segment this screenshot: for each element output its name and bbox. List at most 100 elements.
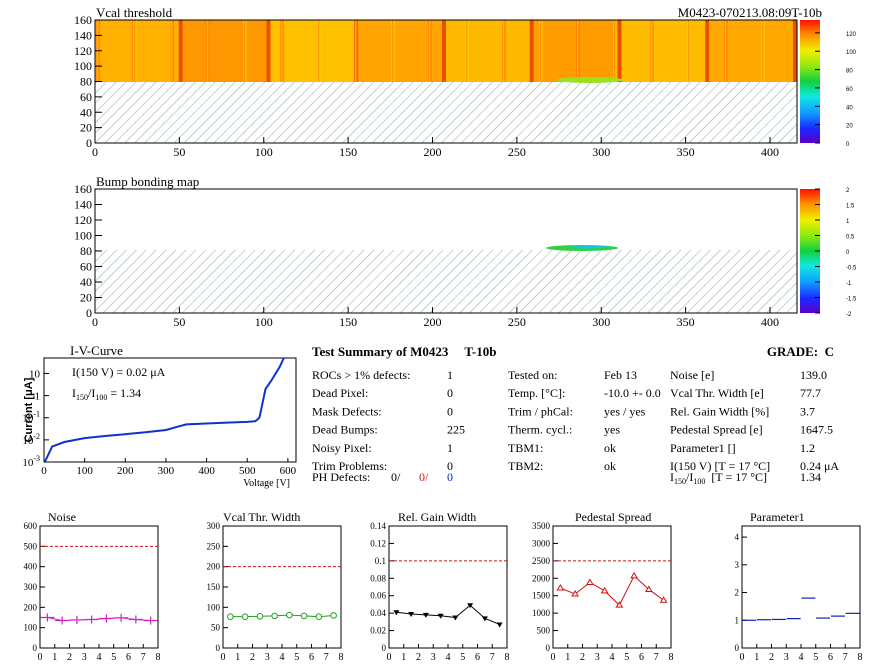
small-chart-y-tick-label: 200 (24, 602, 38, 612)
bump-z-tick-label: 0 (846, 250, 850, 256)
bump-map-defect-core (570, 245, 610, 249)
summary-col1-value: 0 (447, 386, 453, 400)
vcal-noise-stripe (467, 20, 469, 82)
summary-col3-value: 3.7 (800, 404, 815, 418)
vcal-y-tick-label: 140 (74, 28, 92, 42)
vcal-z-tick-label: 80 (846, 69, 853, 75)
vcal-noise-stripe (393, 20, 395, 82)
small-chart-x-tick-label: 1 (52, 652, 57, 663)
small-chart-x-tick-label: 5 (460, 652, 465, 663)
vcal-x-tick-label: 50 (173, 145, 185, 159)
small-chart-point (286, 611, 293, 619)
small-chart-x-tick-label: 5 (624, 652, 629, 663)
bump-z-tick-label: -2 (846, 312, 852, 318)
iv-ratio-i: I (72, 386, 76, 400)
bump-y-tick-label: 100 (74, 229, 92, 243)
summary-col3-value: 77.7 (800, 386, 821, 400)
iv-ratio-sub2: 100 (95, 393, 107, 402)
summary-col2-label: Temp. [°C]: (508, 386, 565, 400)
vcal-roc-edge (529, 20, 534, 82)
summary-col1-label: Noisy Pixel: (312, 441, 372, 455)
small-chart-frame (222, 525, 342, 649)
small-chart-x-tick-label: 2 (250, 652, 255, 663)
vcal-z-tick-label: 60 (846, 87, 853, 93)
bump-z-tick-label: 1 (846, 219, 850, 225)
vcal-map-title: Vcal threshold (96, 5, 173, 20)
vcal-map-z-axis: 0 20 40 60 80 100 120 (815, 32, 857, 148)
bump-x-tick-label: 50 (173, 315, 185, 329)
small-chart-x-tick-label: 7 (324, 652, 329, 663)
small-chart-y-tick-label: 0.1 (375, 556, 386, 566)
small-chart-x-tick-label: 5 (111, 652, 116, 663)
small-chart-x-tick-label: 6 (828, 652, 833, 663)
summary-col3-label: Noise [e] (670, 368, 714, 382)
summary-col2-label: Tested on: (508, 368, 557, 382)
small-chart-point (300, 612, 308, 620)
small-chart-y-tick-label: 1500 (532, 591, 551, 601)
vcal-noise-stripe (763, 20, 765, 82)
small-chart-x-tick-label: 2 (67, 652, 72, 663)
vcal-y-tick-label: 80 (80, 75, 92, 89)
bump-y-tick-label: 140 (74, 198, 92, 212)
vcal-x-tick-label: 300 (592, 145, 610, 159)
iv-y-tick-label: 10-3 (22, 454, 40, 469)
summary-col2-value: yes (604, 423, 620, 437)
vcal-roc-edge (793, 20, 797, 82)
ph-defects-value-3: 0 (447, 470, 453, 484)
small-chart-y-tick-label: 2500 (532, 556, 551, 566)
iv-axes: 0 100 200 300 400 500 600 10-3 10-2 10-1 1 10 (22, 368, 296, 477)
small-chart-point (84, 615, 99, 624)
small-chart-series-line (560, 575, 664, 606)
small-chart-point (143, 616, 158, 625)
small-chart-point (128, 615, 143, 624)
small-chart-x-tick-label: 0 (740, 652, 745, 663)
small-chart-y-tick-label: 0.14 (370, 521, 386, 531)
small-chart-x-tick-label: 4 (280, 652, 285, 663)
small-chart-x-tick-label: 1 (401, 652, 406, 663)
small-chart-y-tick-label: 1 (735, 615, 740, 625)
small-chart-series-line (396, 604, 500, 625)
iv-y-tick-label: 10-1 (22, 410, 40, 425)
small-chart-frame (741, 525, 861, 649)
bump-map-z-axis: -2 -1.5 -1 -0.5 0 0.5 1 1.5 2 (815, 188, 857, 318)
iv-current-note: I(150 V) = 0.02 μA (72, 365, 166, 379)
summary-col2-value: ok (604, 441, 616, 455)
bump-y-tick-label: 0 (86, 306, 92, 320)
vcal-z-tick-label: 20 (846, 124, 853, 130)
ratio-sub1: 150 (674, 477, 686, 486)
iv-x-tick-label: 100 (76, 465, 93, 477)
small-chart-y-tick-label: 100 (24, 623, 38, 633)
small-chart-x-tick-label: 5 (813, 652, 818, 663)
summary-col1-value: 1 (447, 368, 453, 382)
small-chart-point (422, 612, 429, 618)
small-chart-y-tick-label: 2 (735, 588, 740, 598)
bump-y-tick-label: 160 (74, 182, 92, 196)
vcal-y-tick-label: 40 (80, 105, 92, 119)
small-chart-point (330, 612, 337, 619)
vcal-x-tick-label: 100 (255, 145, 273, 159)
small-chart-point (630, 571, 639, 579)
ph-defects-value-2: 0/ (419, 470, 429, 484)
vcal-roc-block (446, 20, 534, 82)
small-chart-y-tick-label: 500 (24, 541, 38, 551)
small-chart-point (99, 614, 114, 623)
small-chart-y-tick-label: 3500 (532, 521, 551, 531)
iv-y-tick-label: 1 (35, 391, 41, 403)
summary-rows: ROCs > 1% defects: 1 Dead Pixel: 0 Mask Defe… (312, 368, 839, 473)
iv-plot-frame (43, 357, 297, 463)
summary-title: Test Summary of M0423 T-10b (312, 344, 496, 359)
small-chart-x-tick-label: 6 (309, 652, 314, 663)
bump-y-tick-label: 40 (80, 275, 92, 289)
summary-col1-label: Dead Bumps: (312, 423, 378, 437)
summary-col1-value: 1 (447, 441, 453, 455)
small-chart-point (571, 589, 580, 597)
vcal-roc-block (709, 20, 797, 82)
bump-z-tick-label: -1 (846, 281, 852, 287)
bump-x-tick-label: 400 (761, 315, 779, 329)
